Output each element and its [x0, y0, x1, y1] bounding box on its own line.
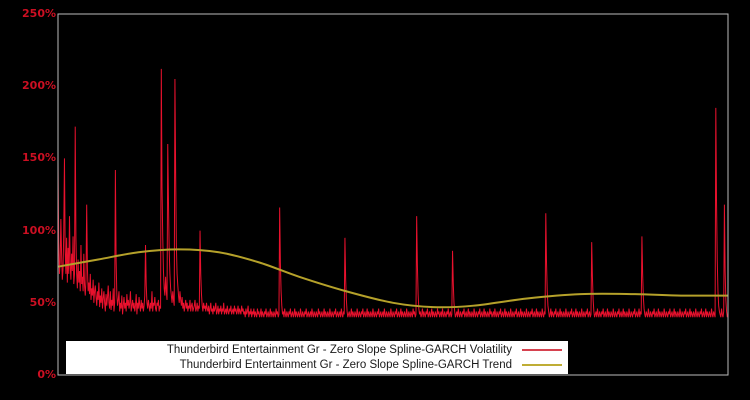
- legend-swatch-volatility: [522, 349, 562, 351]
- volatility-line: [57, 68, 729, 318]
- y-axis-tick-50pct: 50%: [29, 295, 56, 309]
- y-axis-tick-150pct: 150%: [22, 151, 56, 165]
- legend-item-trend: Thunderbird Entertainment Gr - Zero Slop…: [66, 358, 568, 373]
- y-axis-tick-250pct: 250%: [22, 7, 56, 20]
- legend-label-trend: Thunderbird Entertainment Gr - Zero Slop…: [179, 358, 512, 371]
- y-axis-tick-labels: 0% 50% 100% 150% 200% 250%: [0, 0, 56, 400]
- y-axis-tick-100pct: 100%: [22, 223, 56, 237]
- legend-item-volatility: Thunderbird Entertainment Gr - Zero Slop…: [66, 343, 568, 358]
- legend-swatch-trend: [522, 364, 562, 366]
- y-axis-tick-0pct: 0%: [37, 368, 56, 381]
- plot-axes-frame: [57, 13, 729, 376]
- trend-line: [57, 248, 729, 309]
- chart-legend: Thunderbird Entertainment Gr - Zero Slop…: [66, 341, 568, 374]
- series-layer: [57, 68, 729, 318]
- legend-label-volatility: Thunderbird Entertainment Gr - Zero Slop…: [166, 343, 512, 356]
- plot-area-background: [58, 14, 728, 375]
- y-axis-tick-200pct: 200%: [22, 79, 56, 93]
